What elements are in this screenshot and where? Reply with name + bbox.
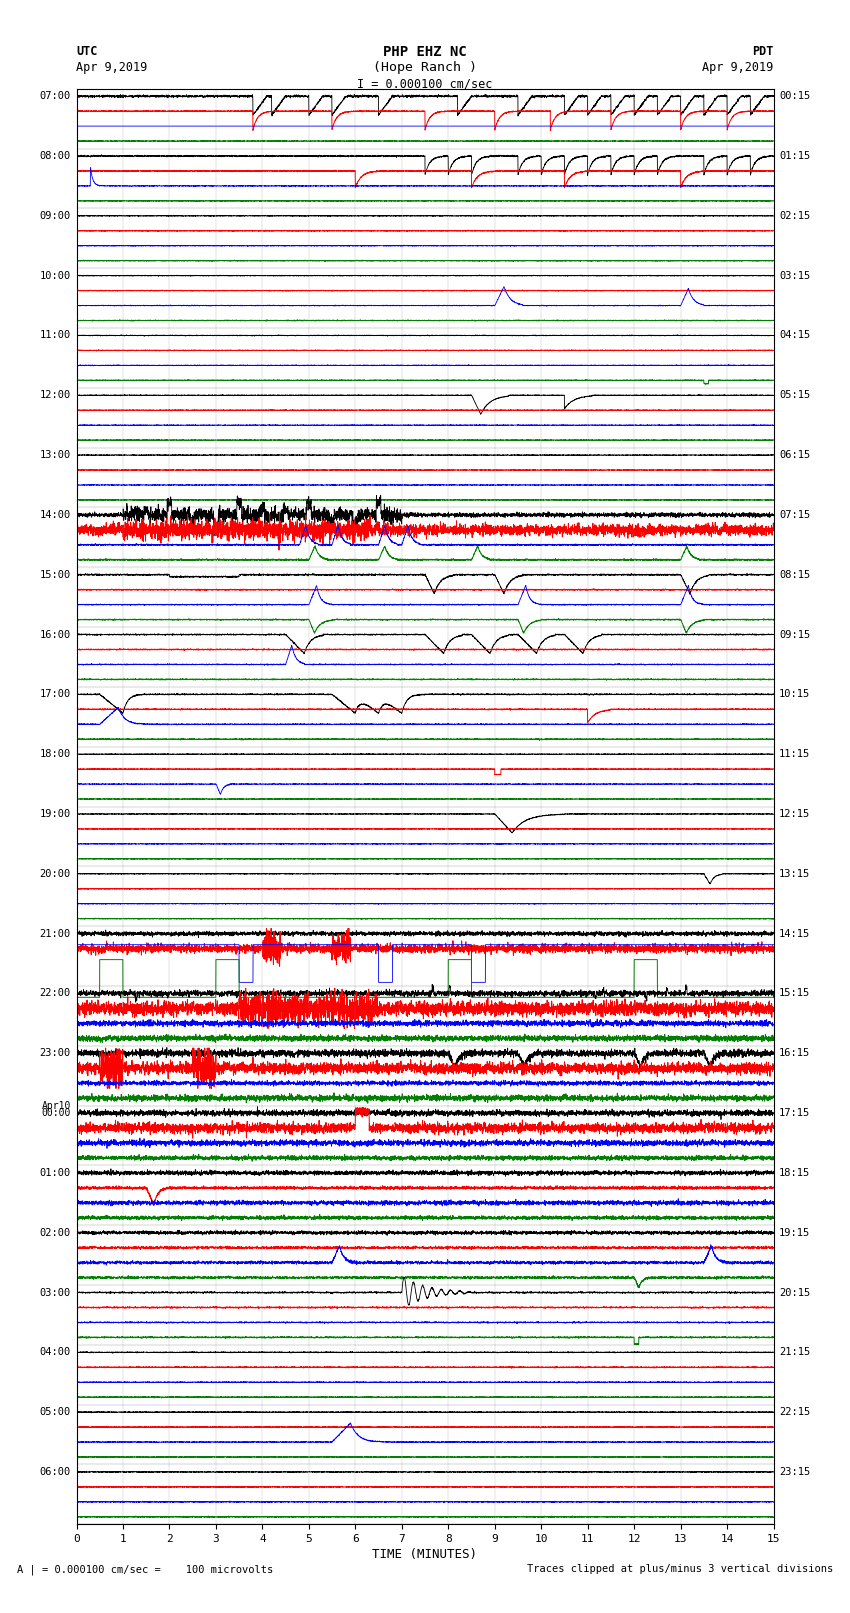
Text: 22:00: 22:00 — [40, 989, 71, 998]
Text: 13:15: 13:15 — [779, 869, 810, 879]
Text: 10:00: 10:00 — [40, 271, 71, 281]
Text: PHP EHZ NC: PHP EHZ NC — [383, 45, 467, 58]
Text: 16:15: 16:15 — [779, 1048, 810, 1058]
Text: 21:15: 21:15 — [779, 1347, 810, 1357]
Text: 15:15: 15:15 — [779, 989, 810, 998]
Text: 10:15: 10:15 — [779, 689, 810, 700]
Text: 13:00: 13:00 — [40, 450, 71, 460]
Text: 19:00: 19:00 — [40, 810, 71, 819]
Text: 12:15: 12:15 — [779, 810, 810, 819]
Text: 03:15: 03:15 — [779, 271, 810, 281]
Text: 14:15: 14:15 — [779, 929, 810, 939]
Text: 18:00: 18:00 — [40, 748, 71, 760]
Text: 21:00: 21:00 — [40, 929, 71, 939]
Text: 17:15: 17:15 — [779, 1108, 810, 1118]
Text: 05:00: 05:00 — [40, 1407, 71, 1418]
X-axis label: TIME (MINUTES): TIME (MINUTES) — [372, 1548, 478, 1561]
Text: 23:15: 23:15 — [779, 1466, 810, 1478]
Text: 19:15: 19:15 — [779, 1227, 810, 1237]
Text: 15:00: 15:00 — [40, 569, 71, 579]
Text: Apr10: Apr10 — [42, 1100, 71, 1111]
Text: A | = 0.000100 cm/sec =    100 microvolts: A | = 0.000100 cm/sec = 100 microvolts — [17, 1565, 273, 1574]
Text: PDT: PDT — [752, 45, 774, 58]
Text: 12:00: 12:00 — [40, 390, 71, 400]
Text: 08:00: 08:00 — [40, 152, 71, 161]
Text: 14:00: 14:00 — [40, 510, 71, 519]
Text: 06:15: 06:15 — [779, 450, 810, 460]
Text: 18:15: 18:15 — [779, 1168, 810, 1177]
Text: 07:00: 07:00 — [40, 92, 71, 102]
Text: 02:15: 02:15 — [779, 211, 810, 221]
Text: 01:00: 01:00 — [40, 1168, 71, 1177]
Text: 02:00: 02:00 — [40, 1227, 71, 1237]
Text: 03:00: 03:00 — [40, 1287, 71, 1297]
Text: 23:00: 23:00 — [40, 1048, 71, 1058]
Text: 09:15: 09:15 — [779, 629, 810, 639]
Text: 11:15: 11:15 — [779, 748, 810, 760]
Text: 08:15: 08:15 — [779, 569, 810, 579]
Text: 04:00: 04:00 — [40, 1347, 71, 1357]
Text: Traces clipped at plus/minus 3 vertical divisions: Traces clipped at plus/minus 3 vertical … — [527, 1565, 833, 1574]
Text: 09:00: 09:00 — [40, 211, 71, 221]
Text: 20:00: 20:00 — [40, 869, 71, 879]
Text: UTC: UTC — [76, 45, 98, 58]
Text: 17:00: 17:00 — [40, 689, 71, 700]
Text: (Hope Ranch ): (Hope Ranch ) — [373, 61, 477, 74]
Text: 01:15: 01:15 — [779, 152, 810, 161]
Text: 22:15: 22:15 — [779, 1407, 810, 1418]
Text: 05:15: 05:15 — [779, 390, 810, 400]
Text: Apr 9,2019: Apr 9,2019 — [76, 61, 148, 74]
Text: Apr 9,2019: Apr 9,2019 — [702, 61, 774, 74]
Text: 00:15: 00:15 — [779, 92, 810, 102]
Text: I = 0.000100 cm/sec: I = 0.000100 cm/sec — [357, 77, 493, 90]
Text: 04:15: 04:15 — [779, 331, 810, 340]
Text: 06:00: 06:00 — [40, 1466, 71, 1478]
Text: 11:00: 11:00 — [40, 331, 71, 340]
Text: 00:00: 00:00 — [42, 1108, 71, 1118]
Text: 20:15: 20:15 — [779, 1287, 810, 1297]
Text: 16:00: 16:00 — [40, 629, 71, 639]
Text: 07:15: 07:15 — [779, 510, 810, 519]
